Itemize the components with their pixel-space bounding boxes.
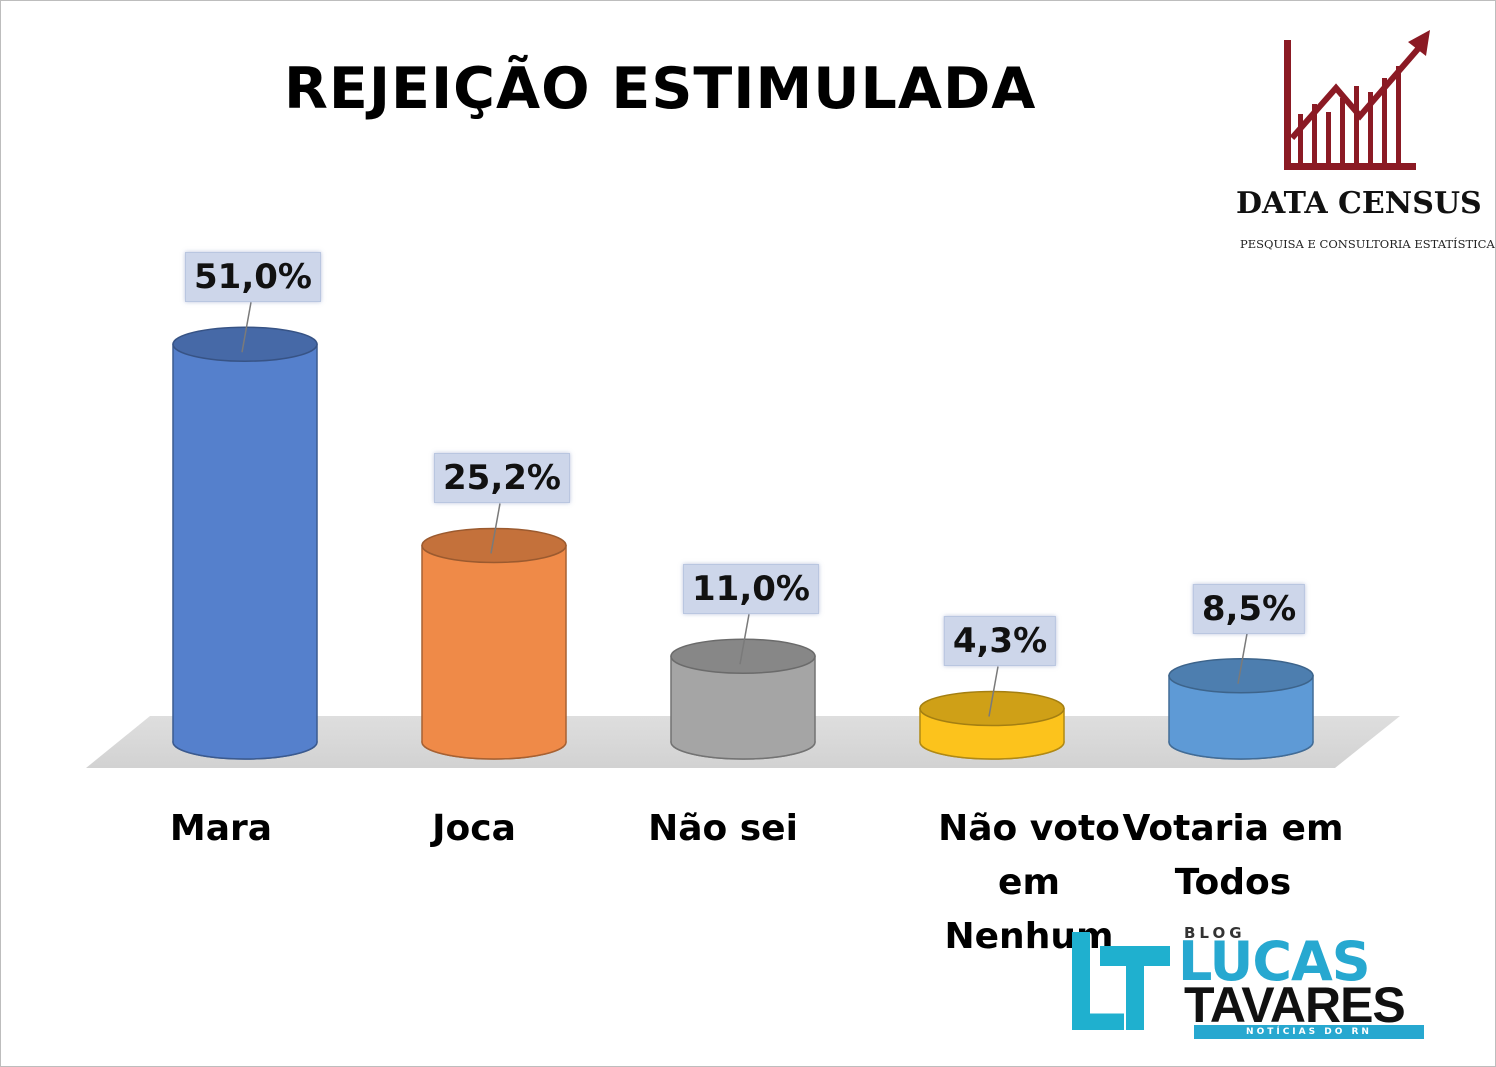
datacensus-tagline: PESQUISA E CONSULTORIA ESTATÍSTICA bbox=[1240, 237, 1495, 251]
data-label: 51,0% bbox=[185, 252, 321, 303]
bar-body bbox=[172, 343, 318, 760]
category-label: Não sei bbox=[648, 808, 798, 849]
datacensus-logo: DATA CENSUS PESQUISA E CONSULTORIA ESTAT… bbox=[1236, 28, 1495, 258]
bar-top-ellipse bbox=[919, 690, 1065, 727]
bar-top-ellipse bbox=[1168, 657, 1314, 694]
data-label: 25,2% bbox=[434, 453, 570, 504]
lt-monogram-icon bbox=[1072, 932, 1170, 1030]
data-label-leader bbox=[988, 666, 999, 717]
blog-word: BLOG bbox=[1184, 924, 1246, 942]
data-label-leader bbox=[490, 503, 501, 554]
data-label: 11,0% bbox=[683, 564, 819, 615]
bar-4 bbox=[919, 690, 1065, 760]
bar-5 bbox=[1168, 657, 1314, 760]
bar-body bbox=[670, 655, 816, 760]
bar-2 bbox=[421, 527, 567, 760]
blog-name-lucas: LUCAS bbox=[1178, 930, 1371, 993]
bar-top-ellipse bbox=[670, 638, 816, 674]
datacensus-name: DATA CENSUS bbox=[1236, 186, 1482, 221]
chart-title: REJEIÇÃO ESTIMULADA bbox=[284, 56, 1037, 122]
bar-body bbox=[1168, 674, 1314, 760]
data-label: 4,3% bbox=[943, 616, 1057, 667]
bar-top-ellipse bbox=[172, 326, 318, 362]
data-label-leader bbox=[241, 302, 252, 353]
bar-1 bbox=[172, 326, 318, 760]
data-label-leader bbox=[1237, 633, 1248, 684]
bar-top-ellipse bbox=[421, 527, 567, 564]
category-label: Joca bbox=[432, 808, 516, 849]
data-label-leader bbox=[739, 614, 750, 665]
blog-tagline: NOTÍCIAS DO RN bbox=[1194, 1025, 1424, 1039]
blog-logo: BLOG LUCAS TAVARES NOTÍCIAS DO RN bbox=[1066, 920, 1436, 1040]
category-label: Votaria em Todos bbox=[1122, 808, 1344, 903]
category-label: Mara bbox=[169, 808, 273, 849]
rising-chart-icon bbox=[1284, 30, 1430, 170]
category-label: Não voto em Nenhum bbox=[938, 808, 1120, 957]
bar-3 bbox=[670, 638, 816, 760]
bar-body bbox=[421, 544, 567, 760]
data-label: 8,5% bbox=[1192, 583, 1306, 634]
blog-name-tavares: TAVARES bbox=[1184, 977, 1406, 1033]
